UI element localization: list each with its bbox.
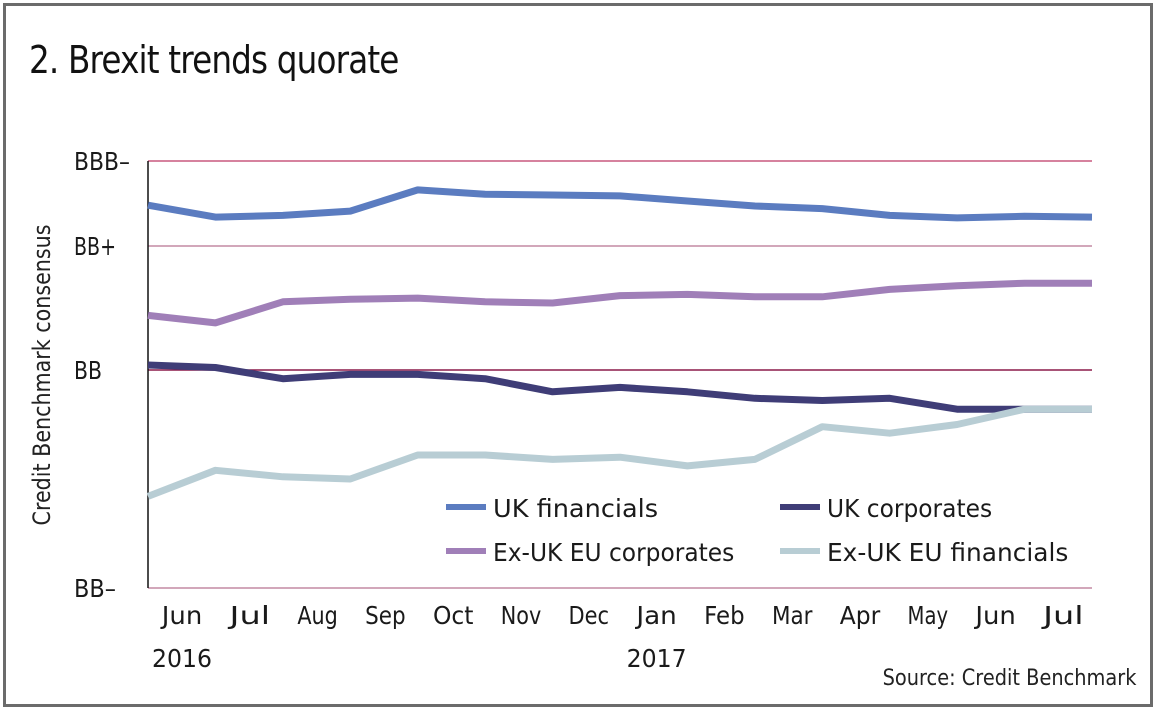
legend-label: UK corporates	[827, 494, 992, 523]
legend-label: UK financials	[493, 494, 658, 523]
x-tick-label: Oct	[433, 601, 474, 630]
legend-label: Ex-UK EU corporates	[493, 538, 734, 567]
y-tick-label: BBB–	[74, 147, 130, 176]
y-tick-labels: BBB– BB+ BB BB–	[74, 147, 130, 603]
x-tick-label: Jun	[160, 601, 203, 630]
year-label: 2017	[627, 644, 687, 673]
x-tick-label: Sep	[365, 601, 406, 630]
x-tick-label: Dec	[569, 601, 610, 630]
legend: UK financials UK corporates Ex-UK EU corpo…	[446, 494, 1068, 567]
y-tick-label: BB+	[74, 232, 116, 261]
x-tick-label: Jul	[1040, 601, 1083, 630]
legend-label: Ex-UK EU financials	[827, 538, 1068, 567]
x-tick-labels: Jun Jul Aug Sep Oct Nov Dec Jan Feb Mar Apr May Jun J…	[160, 601, 1084, 630]
x-tick-label: May	[908, 601, 949, 630]
chart-frame	[3, 3, 1153, 707]
y-tick-label: BB–	[74, 574, 116, 603]
x-tick-label: Aug	[297, 601, 338, 630]
series-line-uk-corporates	[147, 361, 1092, 413]
chart-title: 2. Brexit trends quorate	[29, 38, 399, 82]
series-line-uk-financials	[147, 186, 1093, 222]
y-tick-label: BB	[74, 356, 102, 385]
gridlines	[148, 160, 1092, 589]
x-tick-label: Feb	[704, 601, 745, 630]
source-note: Source: Credit Benchmark	[882, 666, 1136, 691]
x-tick-label: Jul	[227, 601, 270, 630]
x-tick-label: Mar	[772, 601, 813, 630]
series-line-ex-uk-eu-financials	[146, 405, 1092, 500]
year-labels: 2016 2017	[152, 644, 687, 673]
series-lines	[146, 186, 1093, 500]
x-tick-label: Apr	[840, 601, 881, 630]
x-tick-label: Jan	[634, 601, 677, 630]
x-tick-label: Nov	[501, 601, 542, 630]
series-line-ex-uk-eu-corporates	[147, 279, 1092, 327]
x-tick-label: Jun	[973, 601, 1016, 630]
year-label: 2016	[152, 644, 212, 673]
